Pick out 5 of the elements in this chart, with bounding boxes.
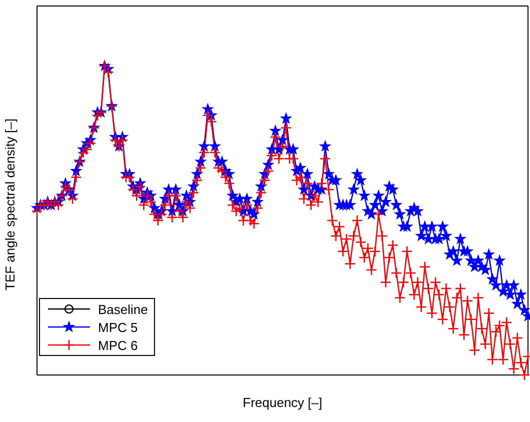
x-axis-title: Frequency [–] bbox=[242, 395, 322, 410]
legend-label: MPC 5 bbox=[98, 320, 138, 334]
y-axis-title: TEF angle spectral density [–] bbox=[2, 118, 18, 290]
legend-label: MPC 6 bbox=[98, 338, 138, 352]
legend-label: Baseline bbox=[98, 302, 148, 316]
